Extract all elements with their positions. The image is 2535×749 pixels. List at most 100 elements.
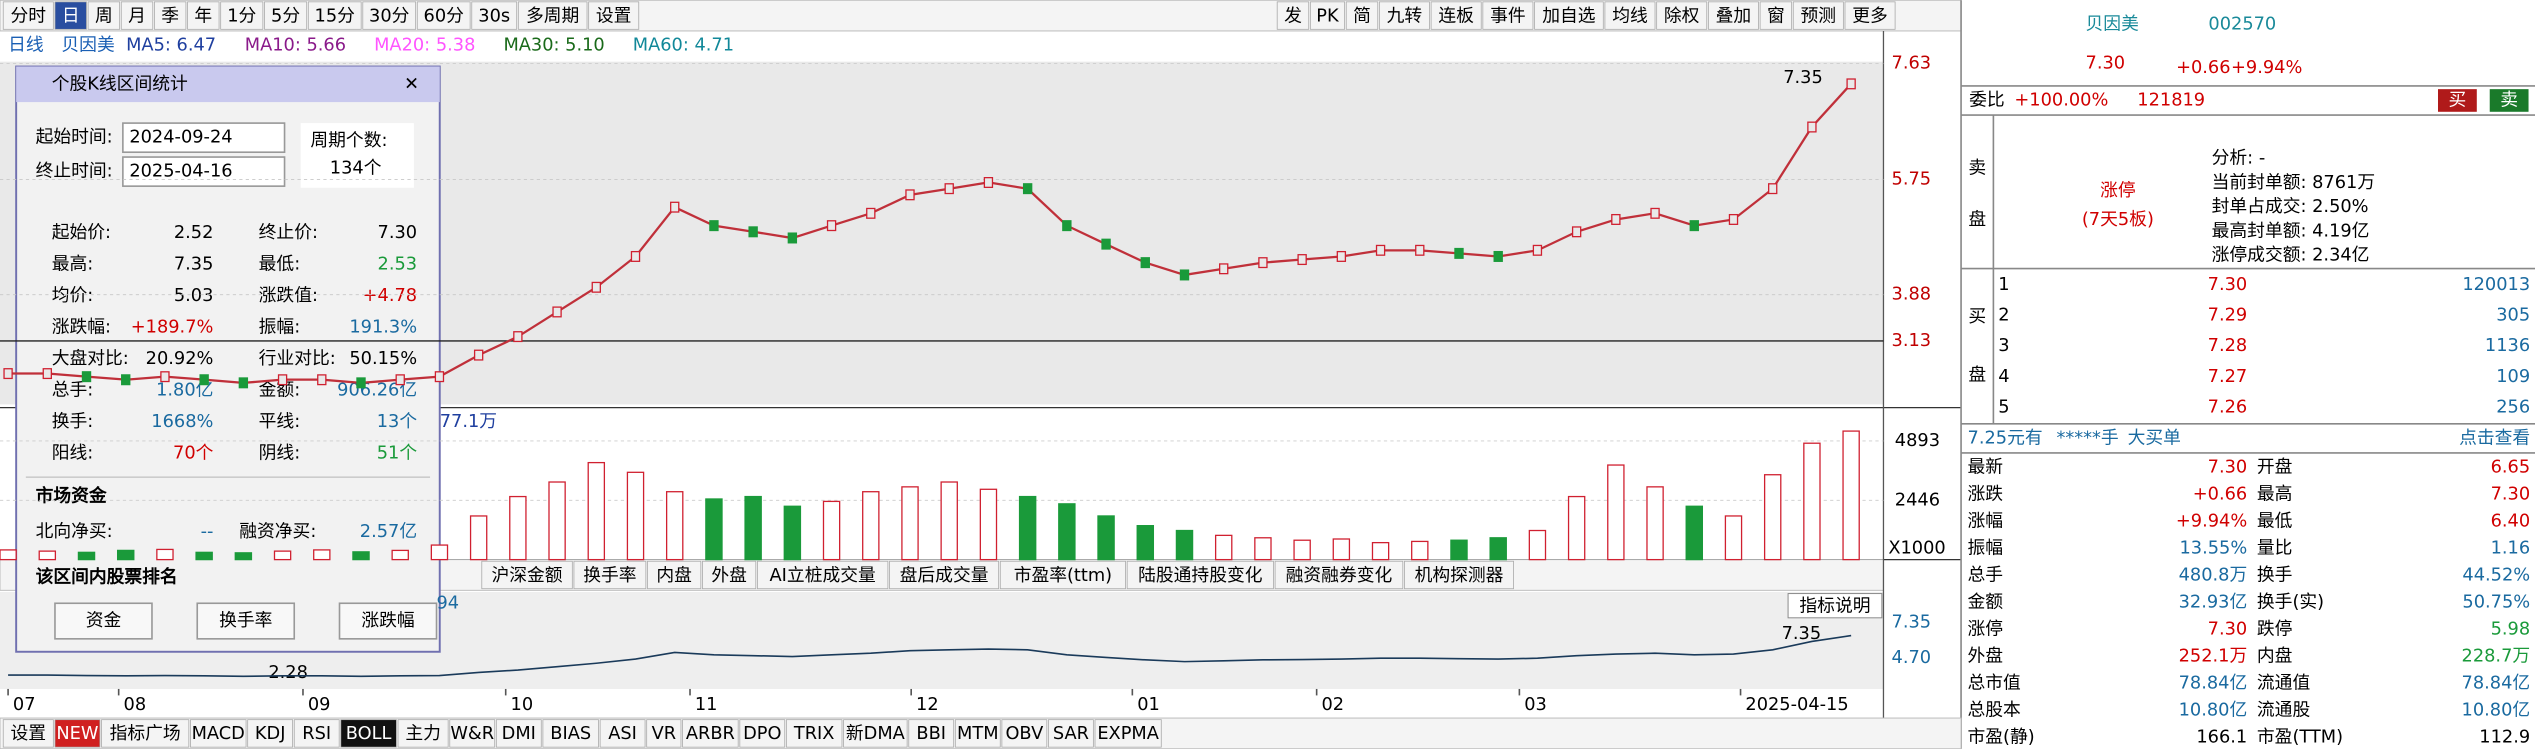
indicator-label[interactable]: 陆股通持股变化 (1138, 565, 1263, 586)
tool-button[interactable] (1345, 1, 1379, 30)
button-label[interactable]: 换手率 (219, 610, 272, 631)
button-label[interactable]: 买 (2449, 89, 2467, 110)
tool-button[interactable] (1430, 1, 1482, 30)
tool-label[interactable]: 预测 (1801, 5, 1837, 26)
indicator-label[interactable]: 换手率 (583, 565, 636, 586)
date-box[interactable] (122, 156, 286, 187)
bottom-tab[interactable] (908, 719, 955, 748)
tab-label[interactable]: 多周期 (526, 5, 579, 26)
bottom-label[interactable]: ASI (608, 723, 637, 744)
indicator-tab[interactable] (647, 560, 702, 590)
tool-button[interactable] (1378, 1, 1430, 30)
bottom-label[interactable]: W&R (450, 723, 494, 744)
tool-label[interactable]: 更多 (1852, 5, 1888, 26)
tab-label[interactable]: 周 (95, 5, 113, 26)
tab[interactable] (362, 1, 417, 30)
indicator-tab[interactable] (889, 560, 1000, 590)
bottom-label[interactable]: BBI (916, 723, 946, 744)
tool-button[interactable] (1604, 1, 1656, 30)
tool-label[interactable]: 事件 (1490, 5, 1526, 26)
tab-label[interactable]: 15分 (315, 5, 356, 26)
date-box[interactable] (122, 122, 286, 154)
bottom-tab[interactable] (785, 719, 843, 748)
bottom-label[interactable]: DPO (743, 723, 781, 744)
bottom-tab[interactable] (340, 719, 397, 748)
tool-label[interactable]: 除权 (1664, 5, 1700, 26)
indicator-label[interactable]: 盘后成交量 (900, 565, 989, 586)
tool-label[interactable]: 窗 (1767, 5, 1785, 26)
tab[interactable] (416, 1, 471, 30)
indicator-tab[interactable] (1274, 560, 1404, 590)
bottom-label[interactable]: VR (652, 723, 677, 744)
bottom-tab[interactable] (54, 719, 101, 748)
tab[interactable] (153, 1, 187, 30)
tool-button[interactable] (1844, 1, 1896, 30)
indicator-tab[interactable] (1404, 560, 1514, 590)
bottom-tab[interactable] (293, 719, 340, 748)
bottom-label[interactable]: ARBR (686, 723, 735, 744)
tool-button[interactable] (1656, 1, 1708, 30)
tab-label[interactable]: 30分 (369, 5, 410, 26)
bottom-label[interactable]: BOLL (346, 723, 392, 744)
indicator-label[interactable]: 内盘 (656, 565, 692, 586)
indicator-label[interactable]: 市盈率(ttm) (1014, 565, 1112, 586)
indicator-label[interactable]: AI立桩成交量 (770, 565, 876, 586)
tab[interactable] (264, 1, 308, 30)
bottom-label[interactable]: NEW (56, 723, 98, 744)
bottom-label[interactable]: KDJ (255, 723, 286, 744)
tool-button[interactable] (1707, 1, 1759, 30)
tab-label[interactable]: 分时 (11, 5, 47, 26)
tool-label[interactable]: 连板 (1438, 5, 1474, 26)
bottom-tab[interactable] (449, 719, 496, 748)
tab-label[interactable]: 年 (194, 5, 212, 26)
bottom-label[interactable]: BIAS (550, 723, 591, 744)
indicator-tab[interactable] (481, 560, 573, 590)
tab-label[interactable]: 月 (128, 5, 146, 26)
tool-button[interactable] (1309, 1, 1346, 30)
tool-label[interactable]: 发 (1284, 5, 1302, 26)
bottom-tab[interactable] (495, 719, 542, 748)
indicator-label[interactable]: 沪深金额 (492, 565, 563, 586)
tab-label[interactable]: 季 (161, 5, 179, 26)
button-label[interactable]: 资金 (86, 610, 122, 631)
tool-label[interactable]: 简 (1353, 5, 1371, 26)
bottom-label[interactable]: 指标广场 (110, 723, 181, 744)
tab[interactable] (517, 1, 588, 30)
indicator-tab[interactable] (702, 560, 757, 590)
bottom-tab[interactable] (101, 719, 190, 748)
indicator-label[interactable]: 外盘 (711, 565, 747, 586)
bottom-tab[interactable] (599, 719, 646, 748)
bottom-tab[interactable] (954, 719, 1001, 748)
bottom-label[interactable]: EXPMA (1097, 723, 1159, 744)
big-order[interactable]: 大买单 (2128, 427, 2181, 448)
tab[interactable] (54, 1, 87, 30)
tool-button[interactable] (1792, 1, 1844, 30)
bottom-tab[interactable] (542, 719, 599, 748)
tab-label[interactable]: 60分 (424, 5, 465, 26)
tab[interactable] (187, 1, 220, 30)
bottom-label[interactable]: 设置 (11, 723, 47, 744)
bottom-label[interactable]: MTM (957, 723, 999, 744)
bottom-tab[interactable] (247, 719, 294, 748)
tab[interactable] (471, 1, 518, 30)
tool-label[interactable]: 均线 (1612, 5, 1648, 26)
tab-label[interactable]: 日 (62, 5, 80, 26)
bottom-tab[interactable] (1094, 719, 1162, 748)
close-button[interactable]: ✕ (404, 73, 419, 94)
indicator-tab[interactable] (999, 560, 1126, 590)
indicator-label[interactable]: 机构探测器 (1415, 565, 1504, 586)
bottom-label[interactable]: OBV (1005, 723, 1043, 744)
sell-button[interactable] (2489, 89, 2529, 112)
bottom-label[interactable]: MACD (192, 723, 245, 744)
bottom-tab[interactable] (190, 719, 247, 748)
help-button[interactable] (1787, 593, 1883, 619)
indicator-tab[interactable] (573, 560, 647, 590)
bottom-tab[interactable] (397, 719, 449, 748)
tool-label[interactable]: 叠加 (1716, 5, 1752, 26)
bottom-label[interactable]: RSI (302, 723, 331, 744)
tab[interactable] (307, 1, 362, 30)
buy-button[interactable] (2437, 89, 2477, 112)
tab[interactable] (120, 1, 154, 30)
bottom-label[interactable]: DMI (502, 723, 536, 744)
bottom-tab[interactable] (1048, 719, 1094, 748)
